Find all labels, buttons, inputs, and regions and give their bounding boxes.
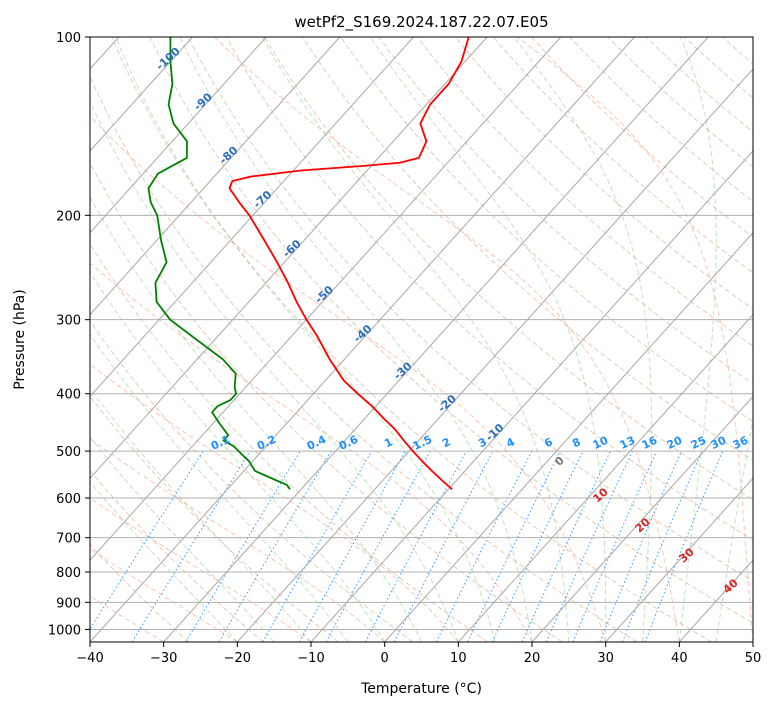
isotherm: [90, 37, 267, 234]
y-tick-label: 200: [56, 209, 81, 224]
dry-adiabat: [187, 37, 753, 582]
temperature-trace: [228, 37, 470, 490]
equivalent-adiabat: [90, 363, 459, 642]
isotherm: [163, 37, 709, 642]
x-tick-label: 30: [597, 651, 614, 666]
x-tick-label: 0: [381, 651, 389, 666]
x-tick-label: 50: [745, 651, 762, 666]
moist-adiabat: [90, 195, 422, 642]
x-tick-label: 10: [450, 651, 467, 666]
y-tick-label: 300: [56, 314, 81, 329]
x-axis-label: Temperature (°C): [360, 681, 482, 697]
x-tick-label: −10: [297, 651, 324, 666]
moist-adiabat: [90, 333, 349, 642]
equivalent-adiabat: [90, 262, 533, 642]
dry-adiabat: [90, 242, 488, 642]
dry-adiabat: [416, 37, 753, 347]
y-tick-label: 500: [56, 445, 81, 460]
moist-adiabat: [90, 481, 238, 642]
y-tick-label: 800: [56, 566, 81, 581]
mixing-ratio-line: [545, 450, 633, 642]
mixing-ratio-label: 36: [731, 434, 751, 452]
moist-adiabat: [115, 37, 496, 642]
mixing-ratio-label: 10: [591, 434, 611, 452]
isotherm: [236, 68, 753, 642]
x-tick-label: −30: [150, 651, 177, 666]
mixing-ratio-label: 16: [640, 434, 660, 452]
equivalent-adiabat: [516, 37, 753, 642]
y-tick-label: 400: [56, 388, 81, 403]
dry-adiabat: [90, 320, 414, 642]
moist-adiabat: [715, 416, 753, 642]
isotherm: [457, 313, 753, 642]
grid-lines: [90, 37, 753, 642]
y-tick-label: 600: [56, 492, 81, 507]
moist-adiabat: [513, 37, 653, 642]
mixing-ratio-line: [644, 450, 724, 642]
mixing-ratio-label: 20: [665, 434, 685, 452]
x-tick-label: 20: [524, 651, 541, 666]
isotherm: [531, 395, 753, 642]
isotherm: [384, 231, 753, 642]
mixing-ratio-label: 13: [618, 434, 637, 452]
moist-adiabat: [90, 387, 312, 642]
mixing-ratio-line: [325, 450, 431, 642]
equivalent-adiabat: [90, 438, 386, 642]
isotherm: [310, 150, 753, 642]
y-tick-label: 700: [56, 532, 81, 547]
mixing-ratio-line: [298, 450, 406, 642]
dry-adiabat: [90, 469, 264, 642]
plot-frame: [89, 36, 754, 643]
moist-adiabat: [90, 271, 386, 642]
dry-adiabat: [225, 37, 753, 541]
y-tick-label: 900: [56, 596, 81, 611]
moist-adiabat: [90, 436, 275, 642]
isotherm: [90, 37, 193, 152]
dry-adiabat: [111, 37, 712, 642]
mixing-ratio-label: 30: [709, 434, 729, 452]
mixing-ratio-line: [572, 450, 658, 642]
dry-adiabat: [340, 37, 753, 423]
isotherm: [90, 37, 488, 480]
dry-adiabat: [454, 37, 753, 310]
x-tick-label: −40: [76, 651, 103, 666]
axes: −40 −30 −20 −10 0 10 20 30 40 50 100 200 300 400 500 60…: [48, 31, 761, 666]
mixing-ratio-label: 25: [689, 434, 708, 452]
dry-adiabat: [90, 161, 563, 642]
background-lines: [90, 37, 753, 642]
mixing-ratio-line: [364, 450, 467, 642]
equivalent-adiabat: [214, 37, 680, 642]
isotherm: [90, 37, 341, 316]
mixing-ratio-line: [599, 450, 682, 642]
isotherm: [90, 37, 635, 642]
y-tick-label: 100: [56, 31, 81, 46]
y-axis-label: Pressure (hPa): [12, 289, 28, 389]
profile-traces: [147, 37, 470, 490]
moist-adiabat: [261, 37, 570, 642]
x-tick-label: 40: [671, 651, 688, 666]
equivalent-adiabat: [90, 497, 312, 642]
isotherm: [90, 37, 414, 398]
dry-adiabat: [90, 75, 638, 642]
moist-adiabat: [678, 37, 717, 642]
mixing-ratio-line: [621, 450, 703, 642]
mixing-ratio-line: [90, 450, 204, 630]
dry-adiabat: [302, 37, 753, 461]
moist-adiabat: [90, 99, 459, 642]
isotherm: [605, 477, 753, 642]
dewpoint-trace: [147, 37, 291, 490]
equivalent-adiabat: [90, 115, 607, 642]
moist-adiabat: [179, 37, 533, 642]
isotherm: [90, 37, 562, 561]
mixing-ratio-line: [435, 450, 533, 642]
chart-title: wetPf2_S169.2024.187.22.07.E05: [294, 13, 548, 32]
x-tick-label: −20: [224, 651, 251, 666]
y-tick-label: 1000: [48, 623, 81, 638]
moist-adiabat: [369, 37, 607, 642]
dry-adiabat: [263, 37, 753, 501]
